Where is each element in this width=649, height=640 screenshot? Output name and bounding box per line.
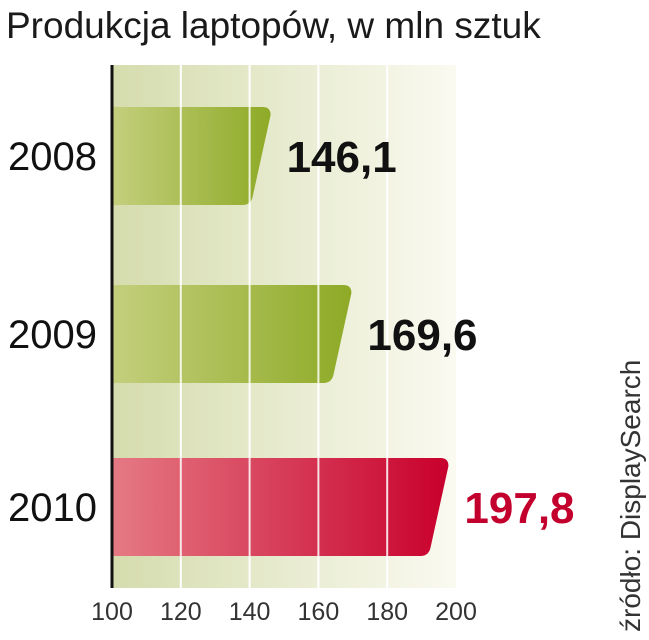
value-label: 169,6 [367,311,477,360]
x-tick-label: 140 [229,598,271,626]
bar-2008 [112,107,271,205]
value-label: 197,8 [464,484,574,533]
category-label: 2010 [8,486,97,530]
category-label: 2008 [8,135,97,179]
x-tick-label: 120 [160,598,202,626]
x-tick-label: 180 [366,598,408,626]
chart-title: Produkcja laptopów, w mln sztuk [6,5,541,46]
x-tick-label: 160 [298,598,340,626]
x-tick-label: 100 [91,598,133,626]
value-label: 146,1 [287,133,397,182]
bar-2010 [112,458,449,556]
x-tick-label: 200 [435,598,477,626]
source-note: źródło: DisplaySearch [615,360,646,632]
bar-2009 [112,285,352,383]
category-label: 2009 [8,313,97,357]
